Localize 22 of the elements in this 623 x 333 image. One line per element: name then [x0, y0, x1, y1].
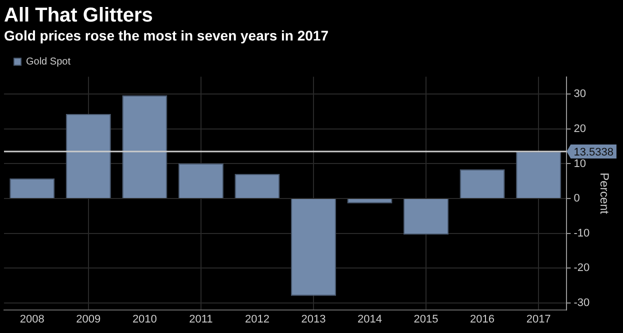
x-tick-label: 2011	[189, 313, 213, 326]
chart-subtitle: Gold prices rose the most in seven years in 2017	[4, 27, 329, 44]
y-tick-label: 10	[574, 158, 586, 170]
x-tick-label: 2017	[526, 313, 551, 326]
x-tick-label: 2015	[414, 313, 438, 326]
ref-line-label: 13.5338	[574, 146, 614, 158]
x-tick-label: 2009	[76, 313, 101, 326]
y-tick-label: -20	[574, 262, 590, 274]
x-tick-label: 2013	[301, 313, 326, 326]
x-tick-label: 2012	[244, 313, 270, 326]
x-tick-label: 2008	[20, 313, 44, 326]
x-tick-label: 2010	[132, 313, 157, 326]
x-tick-label: 2016	[470, 313, 495, 326]
legend-label: Gold Spot	[26, 56, 71, 68]
chart-title: All That Glitters	[4, 4, 153, 27]
y-tick-label: -30	[574, 296, 590, 309]
y-tick-label: 0	[574, 192, 580, 205]
y-tick-label: 30	[574, 88, 586, 100]
y-tick-label: -10	[574, 227, 590, 240]
y-axis-title: Percent	[597, 172, 612, 215]
y-tick-label: 20	[574, 122, 586, 135]
x-tick-label: 2014	[358, 313, 382, 326]
